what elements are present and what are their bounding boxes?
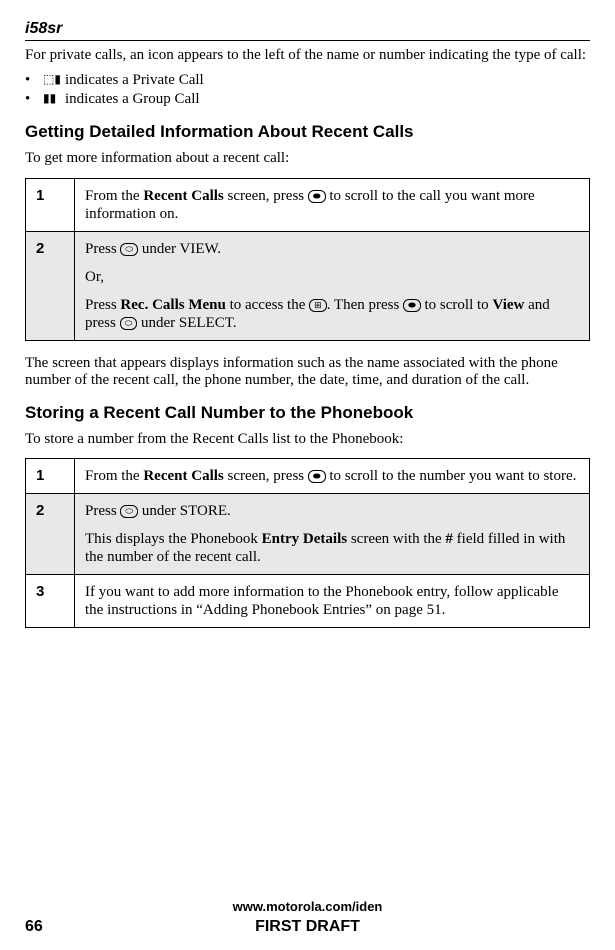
step-text: Press ⬭ under STORE.This displays the Ph… [75, 494, 590, 575]
section2-steps-table: 1From the Recent Calls screen, press ⬬ t… [25, 458, 590, 628]
key-icon: ⊞ [309, 299, 327, 312]
key-icon: ⬬ [308, 190, 326, 203]
step-row: 1From the Recent Calls screen, press ⬬ t… [26, 459, 590, 494]
section1-title: Getting Detailed Information About Recen… [25, 122, 590, 142]
step-number: 1 [26, 178, 75, 231]
page-number: 66 [25, 918, 43, 936]
intro-text: For private calls, an icon appears to th… [25, 47, 590, 64]
step-text: If you want to add more information to t… [75, 575, 590, 628]
step-row: 1From the Recent Calls screen, press ⬬ t… [26, 178, 590, 231]
step-row: 2Press ⬭ under VIEW.Or,Press Rec. Calls … [26, 231, 590, 340]
draft-label: FIRST DRAFT [255, 918, 360, 936]
section2-title: Storing a Recent Call Number to the Phon… [25, 403, 590, 423]
logo: i58sr [25, 20, 590, 38]
step-row: 3If you want to add more information to … [26, 575, 590, 628]
header-rule [25, 40, 590, 41]
step-text: From the Recent Calls screen, press ⬬ to… [75, 459, 590, 494]
group-call-icon: ▮▮ [43, 91, 65, 108]
step-number: 2 [26, 494, 75, 575]
step-text: Press ⬭ under VIEW.Or,Press Rec. Calls M… [75, 231, 590, 340]
bullet-dot: • [25, 72, 43, 89]
key-icon: ⬭ [120, 243, 138, 256]
step-number: 3 [26, 575, 75, 628]
section1-after: The screen that appears displays informa… [25, 355, 590, 390]
step-text: From the Recent Calls screen, press ⬬ to… [75, 178, 590, 231]
footer: www.motorola.com/iden 66 FIRST DRAFT 00 [25, 899, 590, 936]
key-icon: ⬬ [308, 470, 326, 483]
bullet-dot: • [25, 91, 43, 108]
section1-steps-table: 1From the Recent Calls screen, press ⬬ t… [25, 178, 590, 341]
section2-lead: To store a number from the Recent Calls … [25, 431, 590, 448]
bullet-item: • ▮▮ indicates a Group Call [25, 91, 590, 108]
section1-lead: To get more information about a recent c… [25, 150, 590, 167]
bullet-text: indicates a Private Call [65, 72, 204, 89]
key-icon: ⬭ [120, 317, 138, 330]
key-icon: ⬭ [120, 505, 138, 518]
bullet-text: indicates a Group Call [65, 91, 200, 108]
step-number: 1 [26, 459, 75, 494]
footer-url: www.motorola.com/iden [25, 899, 590, 914]
private-call-icon: ⬚▮ [43, 72, 65, 89]
bullet-list: • ⬚▮ indicates a Private Call • ▮▮ indic… [25, 72, 590, 108]
step-row: 2Press ⬭ under STORE.This displays the P… [26, 494, 590, 575]
key-icon: ⬬ [403, 299, 421, 312]
step-number: 2 [26, 231, 75, 340]
bullet-item: • ⬚▮ indicates a Private Call [25, 72, 590, 89]
